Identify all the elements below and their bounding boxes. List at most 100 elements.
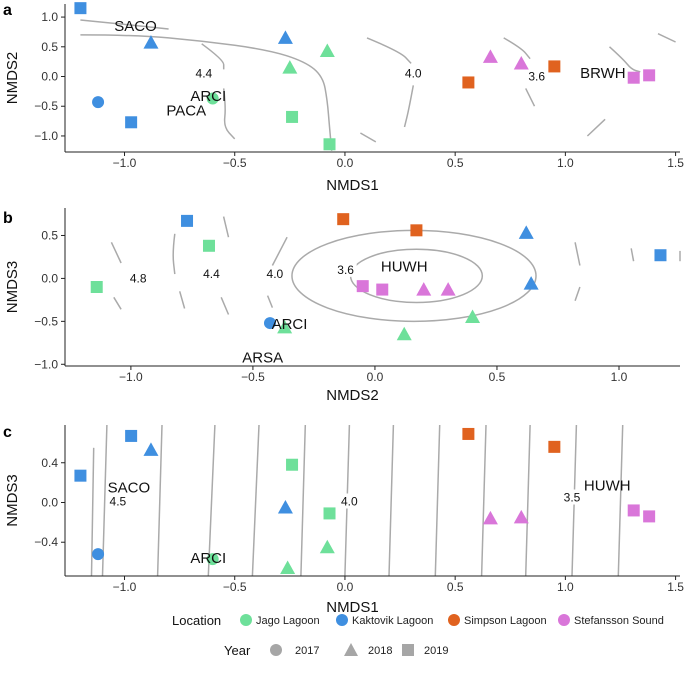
contour-line-11 — [657, 33, 676, 43]
contour-line-9 — [574, 286, 581, 301]
legend-label-2017: 2017 — [295, 645, 319, 657]
x-tick-label: 0.0 — [337, 156, 354, 170]
contour-line-6 — [403, 85, 415, 128]
contour-line-5 — [113, 296, 122, 310]
legend-swatch-simpson — [448, 614, 460, 626]
point-kaktovik-2019 — [125, 116, 138, 129]
x-tick-label: 0.5 — [489, 370, 506, 384]
contour-label-bg — [402, 65, 425, 81]
y-tick-label: 0.5 — [41, 228, 58, 242]
contour-label: 4.4 — [196, 67, 213, 81]
contour-line-0 — [80, 34, 333, 151]
contour-label: 4.5 — [110, 494, 127, 508]
contour-line-5 — [366, 37, 412, 64]
panel-b: 4.8 4.4 4.0 3.6 −1.0 −0.5 0.0 0.5 1.0 −1.0 −0.5 0.0… — [3, 208, 681, 404]
point-simpson-2019 — [548, 440, 561, 453]
point-jago-2019 — [286, 110, 299, 123]
x-tick-label: −0.5 — [223, 156, 247, 170]
contour-line-4 — [360, 132, 377, 143]
point-stefansson-2019 — [627, 504, 640, 517]
point-stefansson-2019 — [643, 69, 656, 82]
point-kaktovik-2019 — [74, 469, 87, 482]
y-tick-label: 0.0 — [41, 271, 58, 285]
point-stefansson-2019 — [356, 280, 369, 293]
contour-label-bg — [192, 65, 215, 81]
legend-label-simpson: Simpson Lagoon — [464, 615, 547, 627]
y-tick-label: −0.5 — [34, 314, 58, 328]
species-label: ARCI — [272, 316, 308, 333]
y-tick-label: −0.4 — [34, 535, 58, 549]
contour-line-4 — [110, 241, 122, 264]
legend-swatch-kaktovik — [336, 614, 348, 626]
point-jago-2018 — [465, 309, 481, 324]
contour-label-bg — [338, 493, 361, 509]
y-tick-label: −1.0 — [34, 129, 58, 143]
point-kaktovik-2019 — [125, 429, 138, 442]
point-kaktovik-2018 — [143, 35, 159, 49]
contour-line-2 — [172, 233, 176, 275]
contour-line-6 — [271, 236, 288, 266]
point-stefansson-2018 — [513, 509, 529, 524]
legend-label-2019: 2019 — [424, 645, 448, 657]
x-tick-label: −1.0 — [119, 370, 143, 384]
point-kaktovik-2019 — [74, 2, 87, 15]
legend-swatch-2018 — [344, 643, 358, 656]
point-stefansson-2018 — [513, 55, 529, 70]
point-jago-2018 — [396, 326, 412, 341]
point-jago-2018 — [280, 560, 296, 575]
species-label: PACA — [166, 102, 206, 119]
x-axis-title: NMDS1 — [326, 177, 379, 194]
contour-line-2 — [201, 43, 225, 70]
point-stefansson-2018 — [482, 49, 498, 63]
species-label: HUWH — [381, 258, 428, 275]
panel-label: a — [3, 2, 12, 19]
y-tick-label: −0.5 — [34, 99, 58, 113]
panel-label: b — [3, 210, 13, 227]
contour-line-5 — [300, 424, 307, 577]
legend-label-stefansson: Stefansson Sound — [574, 615, 664, 627]
point-kaktovik-2018 — [143, 442, 159, 456]
legend-swatch-2019 — [402, 644, 414, 656]
contour-label: 4.4 — [203, 267, 220, 281]
panel-c: 4.5 4.0 3.5 −1.0 −0.5 0.0 0.5 1.0 1.5 −0.4 0.0 0.4 N… — [3, 424, 684, 616]
data-points — [90, 213, 667, 341]
contour-line-0 — [90, 447, 95, 577]
legend-label-jago: Jago Lagoon — [256, 615, 320, 627]
contour-label-bg — [334, 261, 357, 277]
species-label: HUWH — [584, 478, 631, 495]
x-tick-label: 0.5 — [447, 580, 464, 594]
contour-label-bg — [263, 266, 286, 282]
x-tick-label: 1.0 — [557, 580, 574, 594]
y-tick-label: −1.0 — [34, 357, 58, 371]
x-tick-label: 1.0 — [611, 370, 628, 384]
species-label: SACO — [114, 18, 157, 35]
point-kaktovik-2017 — [92, 548, 105, 561]
point-jago-2019 — [202, 239, 215, 252]
contour-line-10 — [630, 248, 635, 262]
point-simpson-2019 — [337, 213, 350, 226]
contour-label: 4.8 — [130, 271, 147, 285]
x-tick-label: 0.0 — [367, 370, 384, 384]
point-stefansson-2018 — [440, 282, 456, 296]
point-stefansson-2019 — [643, 510, 656, 523]
point-stefansson-2019 — [627, 71, 640, 84]
point-simpson-2019 — [548, 60, 561, 73]
point-jago-2018 — [319, 43, 335, 57]
data-points — [74, 2, 656, 151]
contour-label-bg — [106, 493, 129, 509]
contour-ring-0 — [349, 248, 484, 304]
legend-swatch-2017 — [270, 644, 282, 656]
contour-label-bg — [127, 270, 150, 286]
x-axis-title: NMDS2 — [326, 387, 379, 404]
contour-label-bg — [525, 68, 548, 84]
contour-line-2 — [156, 424, 163, 577]
x-tick-label: −0.5 — [223, 580, 247, 594]
y-axis-title: NMDS2 — [4, 52, 21, 105]
point-jago-2018 — [277, 319, 293, 334]
contour-label: 4.0 — [341, 494, 358, 508]
panel-a: 4.4 4.0 3.6 −1.0 −0.5 0.0 0.5 1.0 1.5 −1.0 −0.5 0.0… — [3, 2, 684, 194]
legend-label-2018: 2018 — [368, 645, 392, 657]
point-jago-2019 — [323, 138, 336, 151]
contour-line-1 — [101, 424, 108, 577]
x-tick-label: 0.0 — [337, 580, 354, 594]
